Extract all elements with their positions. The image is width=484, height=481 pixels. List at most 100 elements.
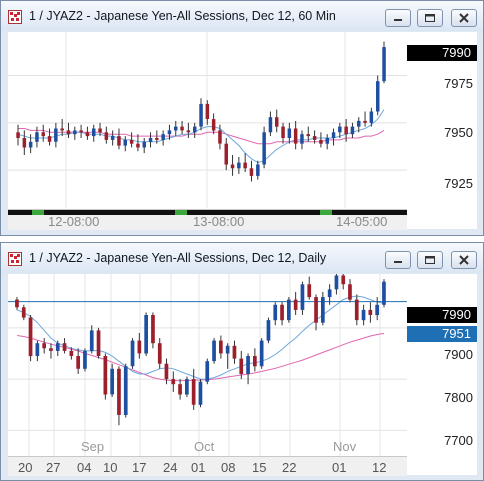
- candle-body: [232, 345, 237, 359]
- candle-body: [198, 381, 203, 405]
- candle-body: [157, 343, 162, 364]
- candle-body: [41, 132, 45, 137]
- maximize-button[interactable]: [417, 9, 443, 27]
- candle-body: [129, 139, 134, 144]
- candle-body: [151, 315, 155, 344]
- date-axis: 20 27 04 10 17 24 01 08 15 22 01 12: [8, 456, 407, 476]
- candle-body: [243, 162, 247, 169]
- maximize-icon: [425, 256, 435, 264]
- candle-body: [60, 128, 64, 131]
- price-axis-label: 7700: [444, 433, 473, 448]
- chart-area-daily[interactable]: 7990 7951 7900 7800 7700 Sep Oct Nov 20 …: [8, 274, 477, 476]
- candle-body: [225, 345, 230, 354]
- candle-body: [354, 299, 359, 321]
- date-axis-label: 08: [221, 460, 236, 475]
- minimize-button[interactable]: [385, 251, 411, 269]
- candle-body: [273, 304, 278, 321]
- candle-body: [348, 284, 352, 300]
- last-price-tag: 7990: [407, 307, 477, 323]
- candle-body: [266, 320, 271, 341]
- candle-body: [369, 111, 374, 123]
- month-label: Nov: [333, 439, 357, 454]
- candle-body: [246, 356, 250, 374]
- month-label: Oct: [194, 439, 215, 454]
- candle-body: [259, 340, 264, 367]
- candle-body: [375, 304, 379, 316]
- window-titlebar[interactable]: 1 / JYAZ2 - Japanese Yen-All Sessions, D…: [1, 1, 483, 31]
- close-icon: [459, 255, 469, 265]
- date-axis-label: 27: [46, 460, 61, 475]
- close-button[interactable]: [451, 9, 477, 27]
- close-button[interactable]: [451, 251, 477, 269]
- minimize-icon: [394, 261, 402, 263]
- window-title: 1 / JYAZ2 - Japanese Yen-All Sessions, D…: [29, 9, 336, 23]
- window-titlebar[interactable]: 1 / JYAZ2 - Japanese Yen-All Sessions, D…: [1, 243, 483, 273]
- candlestick-plot-60min[interactable]: [8, 32, 407, 208]
- moving-average-slow: [18, 128, 385, 145]
- candle-body: [110, 136, 115, 140]
- candle-body: [47, 136, 52, 142]
- candle-body: [327, 289, 332, 298]
- candle-body: [280, 304, 284, 321]
- candle-body: [219, 340, 223, 354]
- month-label: Sep: [81, 439, 105, 454]
- candle-body: [79, 130, 83, 133]
- price-axis-label: 7900: [444, 347, 473, 362]
- candle-body: [171, 379, 176, 385]
- last-price-tag: 7990: [407, 45, 477, 61]
- candle-body: [180, 126, 184, 131]
- candle-body: [16, 132, 20, 138]
- time-axis-label: 13-08:00: [193, 214, 245, 229]
- time-axis-label: 12-08:00: [48, 214, 100, 229]
- candle-body: [66, 130, 71, 135]
- moving-average-slow: [16, 333, 385, 382]
- candle-body: [307, 284, 312, 298]
- minimize-icon: [394, 19, 402, 21]
- maximize-icon: [425, 14, 435, 22]
- app-icon: [8, 252, 22, 266]
- candle-body: [312, 136, 317, 140]
- date-axis-label: 01: [191, 460, 206, 475]
- candle-body: [186, 130, 191, 133]
- minimize-button[interactable]: [385, 9, 411, 27]
- date-axis-label: 17: [132, 460, 147, 475]
- price-axis-label: 7975: [444, 76, 473, 91]
- candle-body: [42, 343, 46, 349]
- candle-body: [28, 141, 33, 148]
- candle-body: [15, 299, 19, 308]
- candle-body: [224, 143, 228, 165]
- candle-body: [123, 139, 127, 146]
- candle-body: [73, 130, 77, 135]
- price-axis-label: 7800: [444, 390, 473, 405]
- session-bar: [8, 210, 407, 215]
- candle-body: [155, 138, 159, 140]
- candle-body: [83, 350, 87, 369]
- candle-body: [230, 164, 235, 169]
- candle-body: [137, 340, 142, 354]
- date-axis-label: 15: [252, 460, 267, 475]
- candle-body: [361, 309, 366, 321]
- close-icon: [459, 13, 469, 23]
- candlestick-plot-daily[interactable]: [8, 274, 407, 456]
- candle-body: [142, 141, 146, 148]
- date-axis-label: 10: [103, 460, 118, 475]
- maximize-button[interactable]: [417, 251, 443, 269]
- candle-body: [130, 340, 135, 367]
- chart-window-60min[interactable]: 1 / JYAZ2 - Japanese Yen-All Sessions, D…: [0, 0, 484, 236]
- chart-window-daily[interactable]: 1 / JYAZ2 - Japanese Yen-All Sessions, D…: [0, 242, 484, 481]
- candle-body: [237, 162, 241, 169]
- chart-area-60min[interactable]: 7990 7975 7950 7925 12-08:00 13-08:00 14…: [8, 32, 477, 230]
- candle-body: [103, 356, 108, 395]
- candle-body: [382, 281, 386, 305]
- candle-body: [281, 126, 285, 138]
- date-axis-label: 24: [163, 460, 178, 475]
- candle-body: [110, 368, 114, 395]
- candle-body: [89, 330, 94, 351]
- candle-body: [117, 136, 121, 146]
- candle-body: [376, 81, 380, 112]
- candle-body: [28, 317, 33, 357]
- candle-body: [76, 356, 80, 369]
- candle-body: [205, 103, 210, 119]
- app-icon: [8, 10, 22, 24]
- candle-body: [117, 368, 121, 415]
